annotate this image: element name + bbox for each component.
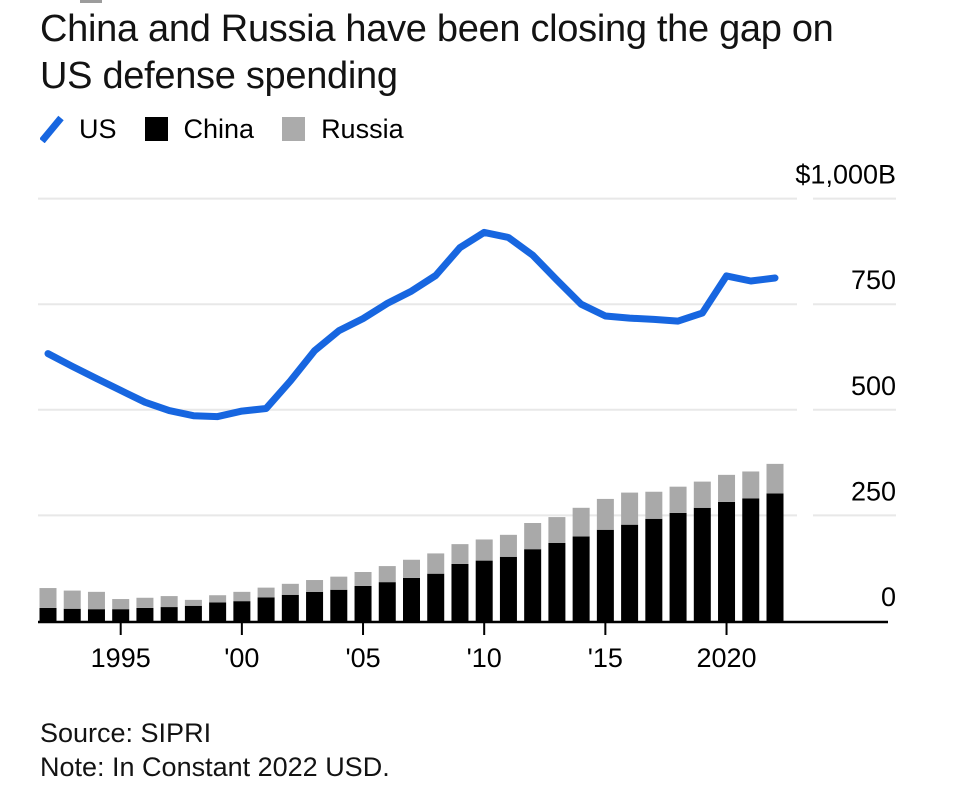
russia-bar-2010 xyxy=(475,539,493,561)
russia-bar-1994 xyxy=(87,591,105,610)
chart-title-line2: US defense spending xyxy=(40,55,398,97)
russia-bar-2013 xyxy=(548,517,566,543)
chart-title-line1: China and Russia have been closing the g… xyxy=(40,8,834,50)
russia-bar-2016 xyxy=(621,492,639,525)
legend-item-china: China xyxy=(144,114,255,144)
china-bar-1994 xyxy=(87,609,105,621)
russia-bar-2019 xyxy=(693,481,711,508)
china-bar-2022 xyxy=(766,493,784,621)
russia-bar-2022 xyxy=(766,463,784,494)
russia-bar-2001 xyxy=(257,587,275,598)
legend-item-us: US xyxy=(39,114,117,144)
russia-bar-2005 xyxy=(354,572,372,586)
china-bar-2012 xyxy=(524,549,542,621)
russia-bar-1998 xyxy=(184,599,202,606)
y-tick-label-250: 250 xyxy=(851,476,896,506)
russia-bar-1999 xyxy=(209,595,227,603)
russia-bar-2020 xyxy=(718,474,736,502)
russia-bar-2003 xyxy=(306,580,324,592)
china-bar-1993 xyxy=(63,608,81,621)
china-bar-2020 xyxy=(718,501,736,621)
y-tick-label-1000: $1,000B xyxy=(795,160,896,190)
source-note: Source: SIPRI xyxy=(40,718,212,748)
russia-bar-1993 xyxy=(63,590,81,609)
russia-bar-1996 xyxy=(136,597,154,608)
china-bar-2014 xyxy=(572,536,590,621)
china-bar-2001 xyxy=(257,597,275,621)
china-bar-1992 xyxy=(39,607,57,621)
russia-bar-2017 xyxy=(645,491,663,519)
top-edge-artifact xyxy=(80,0,102,3)
china-bar-2004 xyxy=(330,589,348,621)
china-bar-2005 xyxy=(354,585,372,621)
legend-label-china: China xyxy=(183,114,255,144)
china-bar-2002 xyxy=(281,594,299,621)
china-bar-1996 xyxy=(136,607,154,621)
china-bar-2000 xyxy=(233,601,251,621)
x-tick-label-2015: '15 xyxy=(588,643,623,673)
china-bar-2016 xyxy=(621,524,639,621)
china-bar-1997 xyxy=(160,607,178,621)
legend-item-russia: Russia xyxy=(282,115,404,143)
china-bar-2007 xyxy=(402,577,420,621)
russia-bar-2021 xyxy=(742,471,760,499)
us-line xyxy=(44,228,779,421)
footer: Source: SIPRI Note: In Constant 2022 USD… xyxy=(40,716,390,784)
currency-note: Note: In Constant 2022 USD. xyxy=(40,752,390,782)
x-tick-label-2020: 2020 xyxy=(696,643,756,673)
russia-bar-2002 xyxy=(281,583,299,595)
russia-bar-2009 xyxy=(451,544,469,564)
x-tick-label-2005: '05 xyxy=(345,643,380,673)
legend-label-russia: Russia xyxy=(321,114,404,144)
china-bar-2019 xyxy=(693,507,711,621)
china-bar-2011 xyxy=(499,556,517,621)
china-square-icon xyxy=(144,115,169,143)
x-tick-label-1995: 1995 xyxy=(91,643,151,673)
legend: US China Russia xyxy=(39,112,432,146)
russia-bar-2014 xyxy=(572,507,590,537)
china-bar-2006 xyxy=(378,582,396,621)
china-bar-2018 xyxy=(669,512,687,621)
russia-bar-2011 xyxy=(499,534,517,557)
china-bar-2008 xyxy=(427,573,445,621)
russia-bar-2015 xyxy=(596,498,614,530)
russia-bar-2006 xyxy=(378,566,396,583)
y-tick-label-750: 750 xyxy=(851,265,896,295)
russia-bar-2007 xyxy=(402,559,420,578)
y-tick-label-500: 500 xyxy=(851,371,896,401)
legend-label-us: US xyxy=(79,114,117,144)
x-tick-label-2000: '00 xyxy=(224,643,259,673)
china-bar-2017 xyxy=(645,518,663,621)
china-bar-2015 xyxy=(596,529,614,621)
russia-bar-1997 xyxy=(160,596,178,608)
russia-bar-2000 xyxy=(233,591,251,602)
russia-bar-1992 xyxy=(39,588,57,608)
russia-square-icon xyxy=(282,115,306,143)
russia-bar-2012 xyxy=(524,523,542,550)
russia-bar-2004 xyxy=(330,576,348,590)
china-bar-1995 xyxy=(112,609,130,621)
x-tick-label-2010: '10 xyxy=(467,643,502,673)
china-bar-2003 xyxy=(306,591,324,621)
chart-title: China and Russia have been closing the g… xyxy=(40,6,940,100)
us-line-swatch-icon xyxy=(39,115,64,144)
china-bar-2009 xyxy=(451,563,469,621)
russia-bar-1995 xyxy=(112,599,130,610)
chart-canvas: $1,000B 750 500 250 0 1995 '00 '05 '10 '15 2020 xyxy=(38,160,896,673)
russia-bar-2008 xyxy=(427,553,445,574)
china-bar-2010 xyxy=(475,560,493,621)
russia-bar-2018 xyxy=(669,486,687,513)
china-bar-1999 xyxy=(209,602,227,621)
china-bar-2013 xyxy=(548,542,566,621)
china-bar-1998 xyxy=(184,605,202,621)
y-tick-label-0: 0 xyxy=(881,582,896,612)
china-bar-2021 xyxy=(742,498,760,621)
